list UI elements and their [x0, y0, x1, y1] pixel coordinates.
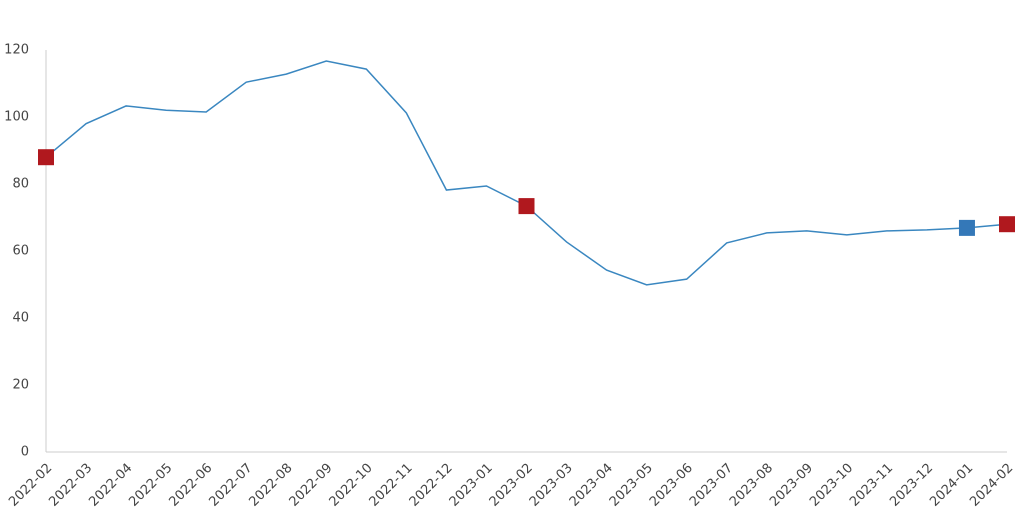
- x-tick-label: 2023-04: [567, 461, 616, 510]
- x-tick-label: 2023-12: [887, 461, 936, 510]
- x-tick-label: 2022-03: [46, 461, 95, 510]
- x-tick-label: 2022-08: [247, 461, 296, 510]
- x-tick-label: 2022-04: [86, 461, 135, 510]
- x-tick-label: 2023-07: [687, 461, 736, 510]
- y-tick-label: 120: [4, 43, 29, 58]
- point-marker: [958, 219, 975, 236]
- y-tick-label: 20: [12, 378, 29, 393]
- y-tick-label: 0: [21, 445, 29, 460]
- x-tick-label: 2023-01: [447, 461, 496, 510]
- point-marker: [999, 216, 1015, 233]
- x-tick-label: 2023-10: [807, 461, 856, 510]
- x-tick-label: 2023-09: [767, 461, 816, 510]
- x-tick-label: 2023-05: [607, 461, 656, 510]
- y-tick-label: 100: [4, 110, 29, 125]
- x-tick-label: 2023-03: [527, 461, 576, 510]
- x-tick-label: 2023-11: [847, 461, 896, 510]
- x-tick-label: 2022-06: [166, 461, 215, 510]
- x-tick-label: 2022-09: [287, 461, 336, 510]
- x-tick-label: 2022-05: [126, 461, 175, 510]
- x-tick-label: 2024-02: [967, 461, 1016, 510]
- x-tick-label: 2022-12: [407, 461, 456, 510]
- point-marker: [518, 198, 535, 215]
- point-marker: [38, 149, 54, 166]
- x-tick-label: 2023-08: [727, 461, 776, 510]
- y-tick-label: 60: [12, 244, 29, 259]
- x-tick-label: 2023-06: [647, 461, 696, 510]
- x-tick-label: 2023-02: [487, 461, 536, 510]
- x-tick-label: 2022-02: [6, 461, 55, 510]
- x-tick-label: 2022-07: [206, 461, 255, 510]
- line: [45, 60, 1008, 286]
- y-tick-label: 40: [12, 311, 29, 326]
- y-tick-label: 80: [12, 177, 29, 192]
- x-tick-label: 2022-11: [367, 461, 416, 510]
- x-tick-label: 2024-01: [927, 461, 976, 510]
- x-tick-label: 2022-10: [327, 461, 376, 510]
